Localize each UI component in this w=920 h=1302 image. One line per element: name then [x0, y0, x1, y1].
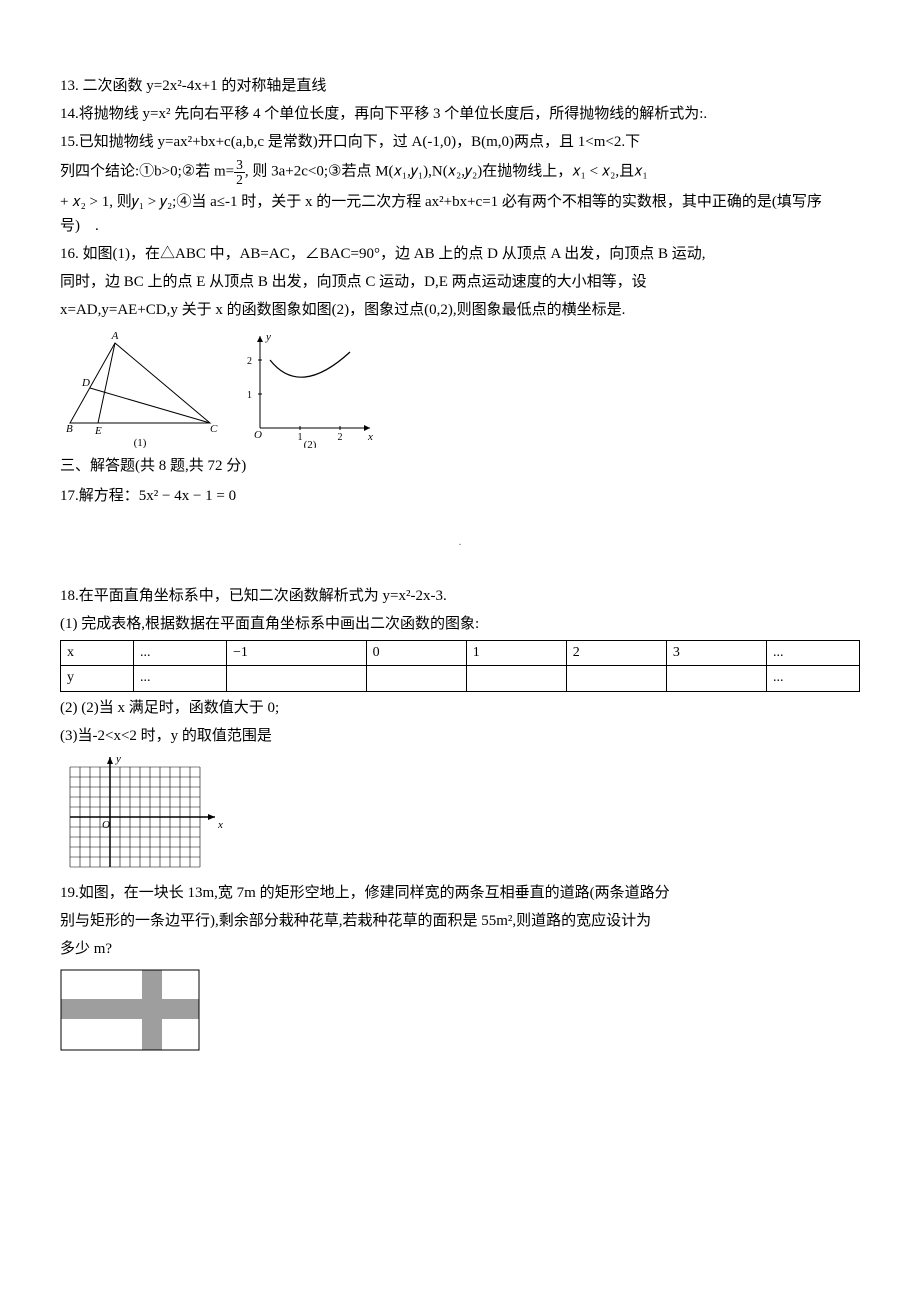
table-cell: 0: [366, 641, 466, 666]
q15b-pre: 列四个结论:①b>0;②若 m=: [60, 163, 234, 179]
svg-text:O: O: [254, 429, 262, 441]
fraction-3-2: 32: [234, 158, 245, 186]
table-row: y ... ...: [61, 666, 860, 691]
svg-text:y: y: [115, 753, 121, 765]
table-cell: [566, 666, 666, 691]
question-16-line1: 16. 如图(1)，在△ABC 中，AB=AC，∠BAC=90°，边 AB 上的…: [60, 242, 860, 266]
table-cell: ...: [767, 666, 860, 691]
separator-dot: ·: [60, 538, 860, 554]
question-13: 13. 二次函数 y=2x²-4x+1 的对称轴是直线: [60, 74, 860, 98]
svg-text:C: C: [210, 423, 218, 435]
graph-diagram: 2 1 1 2 O y x (2): [240, 328, 380, 448]
question-15-line2: 列四个结论:①b>0;②若 m=32, 则 3a+2c<0;③若点 M(𝑥₁,𝑦…: [60, 158, 860, 186]
table-cell: 3: [666, 641, 766, 666]
question-15-line3: + 𝑥₂ > 1, 则𝑦₁ > 𝑦₂;④当 a≤-1 时，关于 x 的一元二次方…: [60, 190, 860, 238]
table-cell: ...: [134, 666, 227, 691]
table-cell: [227, 666, 367, 691]
table-cell: y: [61, 666, 134, 691]
question-18-line1: 18.在平面直角坐标系中，已知二次函数解析式为 y=x²-2x-3.: [60, 584, 860, 608]
svg-text:1: 1: [247, 390, 252, 401]
svg-text:x: x: [217, 819, 223, 831]
question-17: 17.解方程：5x² − 4x − 1 = 0: [60, 484, 860, 508]
question-19-line2: 别与矩形的一条边平行),剩余部分栽种花草,若栽种花草的面积是 55m²,则道路的…: [60, 909, 860, 933]
table-cell: [666, 666, 766, 691]
table-cell: −1: [227, 641, 367, 666]
table-row: x ... −1 0 1 2 3 ...: [61, 641, 860, 666]
question-18-line2: (1) 完成表格,根据数据在平面直角坐标系中画出二次函数的图象:: [60, 612, 860, 636]
q15b-post: , 则 3a+2c<0;③若点 M(𝑥₁,𝑦₁),N(𝑥₂,𝑦₂)在抛物线上，𝑥…: [245, 163, 648, 179]
table-cell: [466, 666, 566, 691]
svg-text:2: 2: [247, 356, 252, 367]
svg-text:(1): (1): [134, 437, 147, 448]
question-18-line4: (3)当-2<x<2 时，y 的取值范围是: [60, 724, 860, 748]
question-19-line3: 多少 m?: [60, 937, 860, 961]
svg-text:(2): (2): [304, 439, 317, 448]
svg-text:B: B: [66, 423, 73, 435]
svg-text:A: A: [111, 330, 119, 342]
question-19-line1: 19.如图，在一块长 13m,宽 7m 的矩形空地上，修建同样宽的两条互相垂直的…: [60, 881, 860, 905]
table-cell: ...: [134, 641, 227, 666]
table-cell: [366, 666, 466, 691]
svg-text:y: y: [265, 331, 271, 343]
section-3-heading: 三、解答题(共 8 题,共 72 分): [60, 454, 860, 478]
svg-text:x: x: [367, 431, 373, 443]
question-16-line3: x=AD,y=AE+CD,y 关于 x 的函数图象如图(2)，图象过点(0,2)…: [60, 298, 860, 322]
triangle-diagram: A B C D E (1): [60, 328, 220, 448]
question-16-line2: 同时，边 BC 上的点 E 从顶点 B 出发，向顶点 C 运动，D,E 两点运动…: [60, 270, 860, 294]
question-15-line1: 15.已知抛物线 y=ax²+bx+c(a,b,c 是常数)开口向下，过 A(-…: [60, 130, 860, 154]
svg-text:E: E: [94, 425, 102, 437]
svg-text:D: D: [81, 377, 90, 389]
svg-text:1: 1: [298, 432, 303, 443]
table-cell: 2: [566, 641, 666, 666]
figure-1: A B C D E (1) 2 1 1 2 O y x (2): [60, 328, 860, 448]
road-diagram: [60, 969, 860, 1051]
table-cell: x: [61, 641, 134, 666]
table-cell: 1: [466, 641, 566, 666]
question-14: 14.将抛物线 y=x² 先向右平移 4 个单位长度，再向下平移 3 个单位长度…: [60, 102, 860, 126]
table-cell: ...: [767, 641, 860, 666]
svg-text:O: O: [102, 819, 110, 831]
xy-table: x ... −1 0 1 2 3 ... y ... ...: [60, 640, 860, 692]
question-18-line3: (2) (2)当 x 满足时，函数值大于 0;: [60, 696, 860, 720]
svg-text:2: 2: [338, 432, 343, 443]
coordinate-grid: O y x: [60, 752, 860, 877]
